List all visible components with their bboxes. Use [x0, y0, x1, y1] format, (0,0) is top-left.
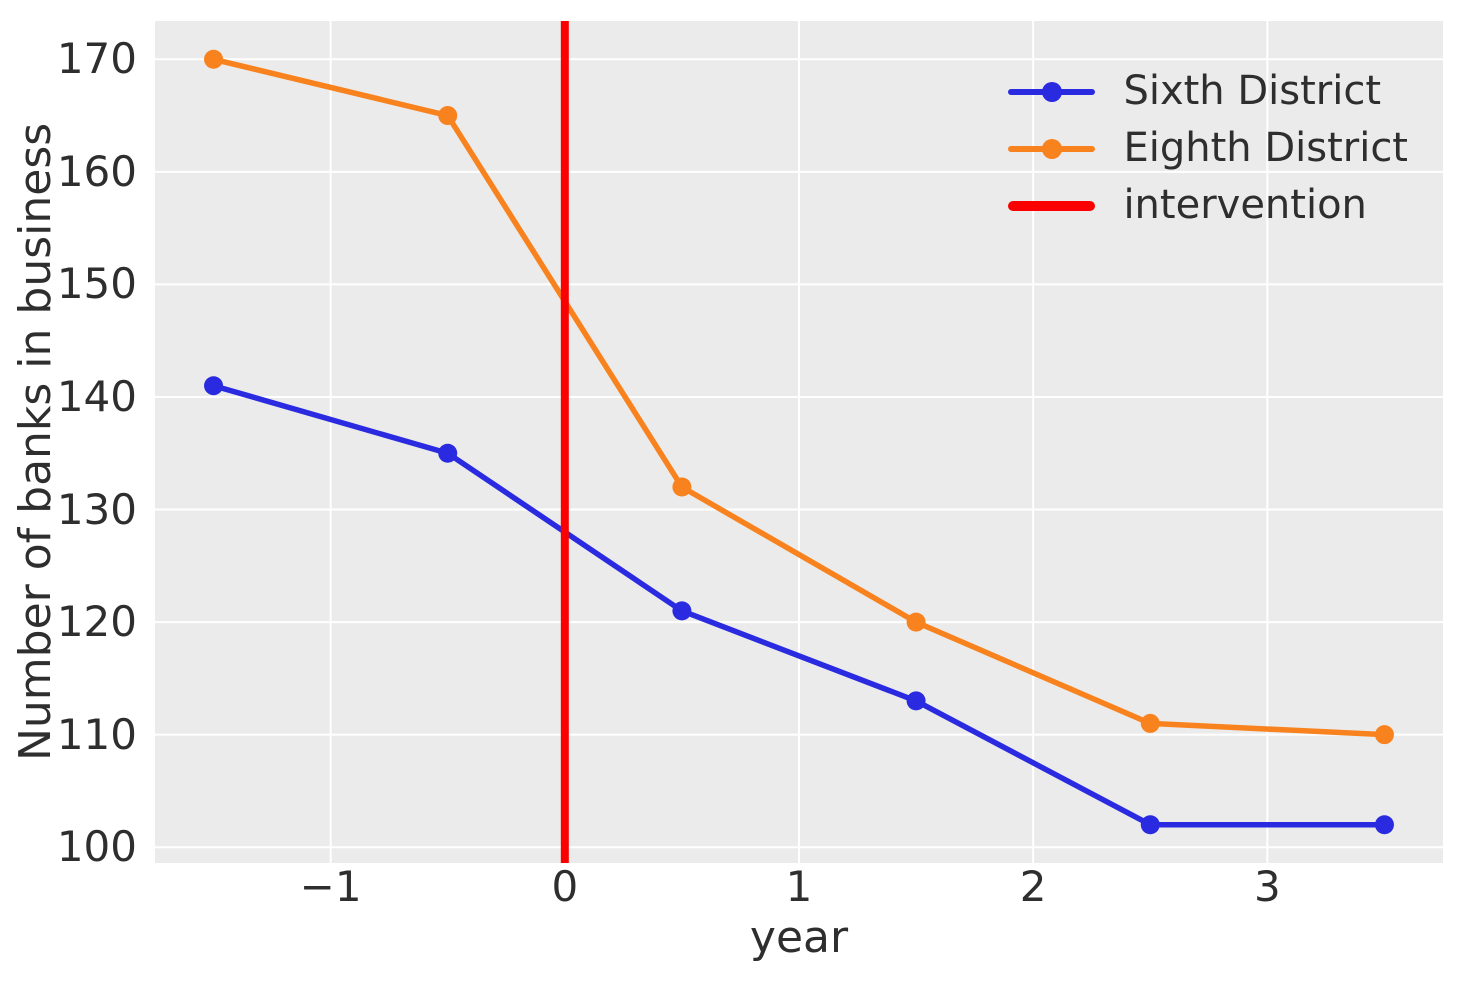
legend: Sixth District Eighth District intervent… — [1008, 63, 1408, 234]
legend-label-intervention: intervention — [1123, 182, 1367, 228]
legend-item-intervention: intervention — [1008, 177, 1408, 234]
y-tick-label: 150 — [56, 259, 137, 309]
plot-area: Sixth District Eighth District intervent… — [155, 21, 1443, 863]
y-tick-label: 120 — [56, 597, 137, 647]
line-marker-icon — [1008, 63, 1096, 120]
y-tick-label: 100 — [56, 822, 137, 872]
y-tick-labels: 100 110 120 130 140 150 160 170 — [0, 21, 137, 869]
x-tick-label: 3 — [1253, 862, 1281, 911]
legend-item-eighth-district: Eighth District — [1008, 120, 1408, 177]
x-tick-label: −1 — [299, 862, 362, 911]
legend-item-sixth-district: Sixth District — [1008, 63, 1408, 120]
y-tick-label: 170 — [56, 34, 137, 84]
x-tick-label: 2 — [1019, 862, 1047, 911]
legend-label-eighth-district: Eighth District — [1123, 125, 1408, 171]
y-tick-label: 160 — [56, 146, 137, 196]
line-marker-icon — [1008, 120, 1096, 177]
x-tick-label: 0 — [551, 862, 579, 911]
y-tick-label: 110 — [56, 709, 137, 759]
y-tick-label: 140 — [56, 371, 137, 421]
legend-label-sixth-district: Sixth District — [1123, 68, 1382, 114]
x-tick-labels: −1 0 1 2 3 — [155, 864, 1443, 912]
chart-canvas — [155, 21, 1443, 863]
x-tick-label: 1 — [785, 862, 813, 911]
y-tick-label: 130 — [56, 484, 137, 534]
x-axis-label: year — [749, 912, 849, 963]
vline-sample-icon — [1008, 177, 1096, 234]
